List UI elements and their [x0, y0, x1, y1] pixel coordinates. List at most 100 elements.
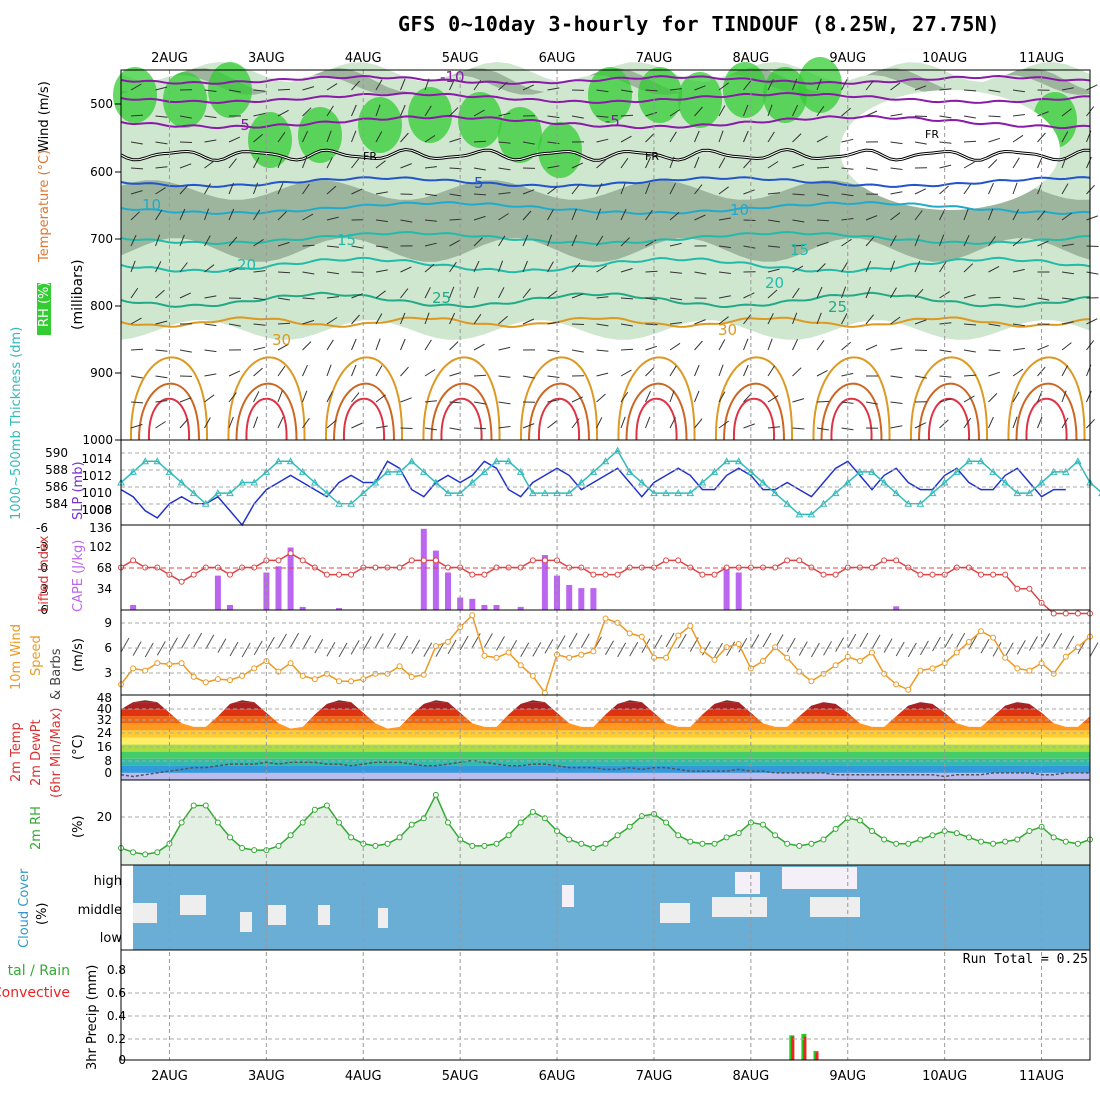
- isotherm-label: 30: [718, 321, 737, 339]
- wind-barb: [375, 245, 388, 249]
- wind-barb: [498, 213, 509, 221]
- date-label-bottom: 4AUG: [345, 1069, 382, 1084]
- surface-wind-barb: [338, 642, 348, 658]
- wind-barb: [449, 261, 457, 273]
- wind-barb: [1086, 184, 1095, 195]
- isotherm-5: [120, 176, 1091, 188]
- lifted-index-point: [178, 578, 185, 585]
- wind-barb: [351, 422, 363, 429]
- wind-speed-point: [154, 660, 161, 667]
- wind-barb: [645, 323, 658, 326]
- wind-barb: [277, 211, 287, 221]
- wind-barb: [816, 241, 829, 247]
- wind-barb: [302, 130, 309, 143]
- date-label-top: 10AUG: [922, 51, 967, 66]
- thickness-point: [650, 489, 658, 497]
- wind-barb: [179, 349, 192, 353]
- wind-barb: [743, 158, 752, 169]
- wind-barb: [694, 130, 700, 143]
- wind-barb: [130, 211, 140, 221]
- precip-y-tick: 0.2: [107, 1032, 126, 1046]
- rh-axis-label: RH (%): [37, 282, 52, 327]
- wind-speed-point: [372, 670, 379, 677]
- li-y-tick: 0: [40, 561, 48, 575]
- wind-barb: [498, 287, 505, 299]
- wind-barb: [204, 323, 217, 327]
- wind-speed-point: [735, 641, 742, 647]
- wind-barb: [1012, 157, 1020, 169]
- thickness-point: [565, 489, 574, 497]
- thickness-point: [274, 457, 283, 465]
- wind-barb: [963, 417, 972, 429]
- wind-barb: [963, 294, 976, 299]
- wind-barb: [816, 369, 828, 377]
- wind-barb: [718, 105, 726, 117]
- rh2m-point: [711, 840, 718, 847]
- rh2m-point: [699, 840, 706, 847]
- wind-barb: [596, 296, 609, 299]
- thickness-point: [637, 478, 646, 486]
- wind-barb: [155, 421, 166, 429]
- wind-barb: [743, 364, 749, 377]
- wind-barb: [1061, 243, 1074, 247]
- rh-moist-blob: [358, 97, 402, 153]
- wind-barb: [914, 375, 927, 379]
- lifted-index-point: [590, 571, 597, 578]
- wind-barb: [424, 105, 432, 117]
- wind-barb: [449, 312, 456, 325]
- temp-y-tick: 24: [97, 726, 112, 740]
- temp-band: [121, 737, 1090, 745]
- wind-barb: [302, 390, 308, 403]
- wind-barb: [596, 138, 609, 143]
- wind-barb: [449, 137, 462, 143]
- rh2m-point: [348, 834, 355, 841]
- thickness-axis-label: 1000~500mb Thickness (dm): [9, 327, 24, 520]
- wind-barb: [865, 260, 872, 273]
- wind-barb: [155, 166, 168, 169]
- wind-barb: [547, 87, 560, 91]
- wind-barb: [988, 208, 994, 221]
- wind-barb: [767, 79, 774, 91]
- thickness-point: [359, 489, 368, 497]
- wind-barb: [669, 271, 682, 274]
- wind-barb: [277, 271, 291, 274]
- wind-barb: [473, 343, 485, 351]
- wind-barb: [228, 416, 234, 429]
- wind-barb: [669, 88, 682, 91]
- cape-bar: [578, 588, 585, 610]
- wind-barb: [620, 237, 630, 247]
- wind-barb: [939, 115, 952, 119]
- rh2m-point: [929, 832, 936, 839]
- thickness-point: [323, 489, 331, 497]
- precip-conv-label: Convective: [0, 985, 70, 1001]
- wind-barb: [963, 208, 969, 221]
- wind-speed-point: [953, 649, 960, 656]
- rh2m-point: [687, 838, 694, 845]
- wind-barb: [645, 390, 651, 403]
- wind-barb: [914, 188, 927, 195]
- wind-barb: [963, 234, 970, 247]
- wind-speed-point: [323, 670, 330, 677]
- wind-barb: [1037, 132, 1046, 143]
- wind-barb: [914, 115, 928, 117]
- wind-barb: [375, 313, 383, 325]
- date-label-top: 4AUG: [345, 51, 382, 66]
- wind-barb: [694, 106, 703, 117]
- wind-barb: [767, 268, 780, 273]
- wind-barb: [890, 167, 903, 170]
- wind-barb: [228, 236, 238, 247]
- isotherm-30: [120, 316, 1091, 328]
- thickness-point: [153, 457, 162, 465]
- wind-barb: [400, 104, 406, 117]
- wind-barb: [792, 338, 799, 351]
- wind-barb: [228, 370, 241, 377]
- lifted-index-point: [663, 557, 670, 564]
- wind-barb: [645, 133, 655, 143]
- thickness-point: [480, 467, 489, 475]
- temp-y-tick: 8: [104, 754, 112, 768]
- surface-wind-barb: [483, 633, 493, 648]
- wind-barb: [645, 156, 651, 169]
- wind-barb: [694, 340, 703, 351]
- thickness-point: [383, 467, 392, 475]
- wind-barb: [522, 141, 535, 145]
